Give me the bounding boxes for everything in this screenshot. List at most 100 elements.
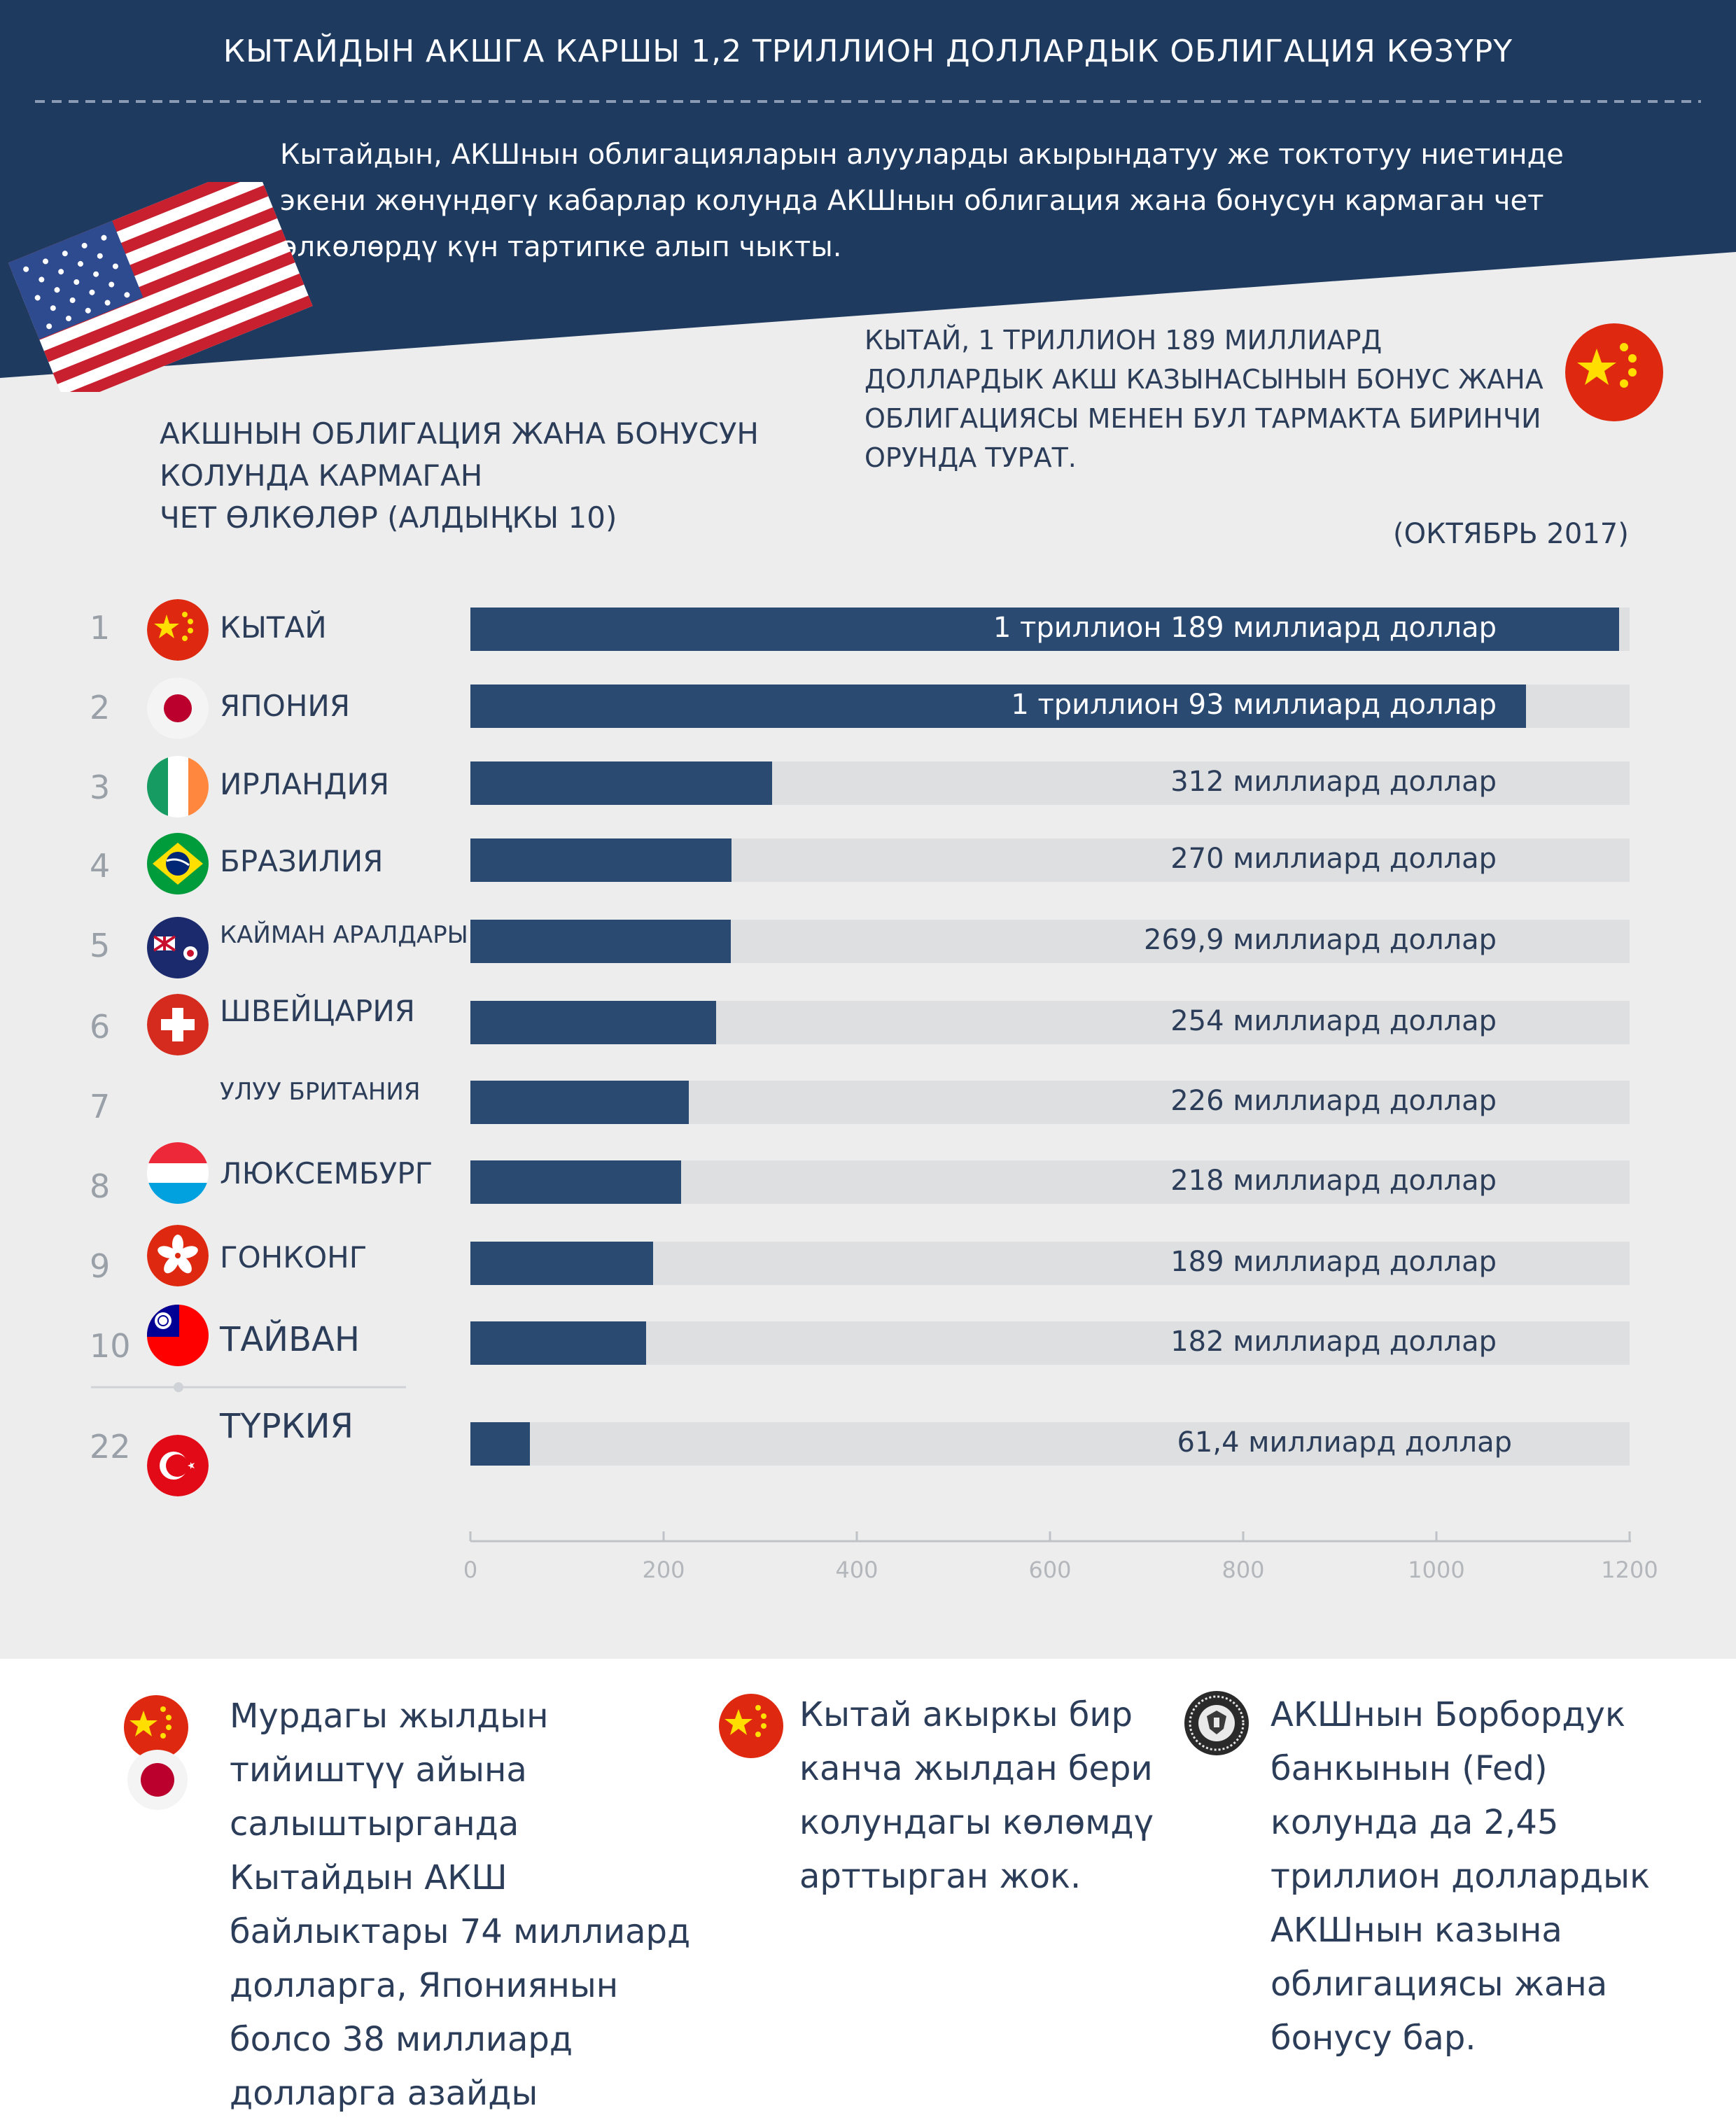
country-name: ИРЛАНДИЯ: [220, 767, 390, 801]
bar: [470, 1160, 681, 1204]
china-flag-icon: [719, 1694, 783, 1758]
country-name: ТҮРКИЯ: [220, 1407, 354, 1446]
rank-number: 7: [90, 1088, 111, 1125]
bar: [470, 1321, 647, 1365]
note-line: Кытай акыркы бир: [799, 1695, 1133, 1734]
federal-reserve-seal-icon: [1184, 1691, 1249, 1755]
bar: [470, 1081, 689, 1124]
bar: [470, 1001, 716, 1044]
bar: [470, 608, 1619, 651]
bar-track: [470, 1321, 1630, 1365]
bar-value-label: 189 миллиард доллар: [1170, 1246, 1497, 1278]
note-line: Мурдагы жылдын: [230, 1697, 549, 1736]
bar: [470, 920, 732, 963]
bar: [470, 761, 772, 805]
country-name: КАЙМАН АРАЛДАРЫ: [220, 921, 468, 949]
bar-value-label: 270 миллиард доллар: [1170, 843, 1497, 875]
date-label: (ОКТЯБРЬ 2017): [1393, 518, 1629, 550]
note-line: салыштырганда: [230, 1804, 519, 1844]
note-card-text: Кытай акыркы бир канча жылдан бери колун…: [799, 1688, 1205, 1904]
bar-track: [470, 1001, 1630, 1044]
rank-number: 9: [90, 1247, 111, 1285]
bar-value-label: 312 миллиард доллар: [1170, 766, 1497, 798]
chart-title-line: КОЛУНДА КАРМАГАН: [160, 458, 483, 493]
bar-value-label: 254 миллиард доллар: [1170, 1005, 1497, 1037]
x-axis-tick-label: 1000: [1408, 1557, 1465, 1583]
chart-title-line: ЧЕТ ӨЛКӨЛӨР (АЛДЫҢКЫ 10): [160, 500, 617, 535]
header-intro: Кытайдын, АКШнын облигацияларын алуулард…: [280, 139, 1564, 263]
bar-value-label: 1 триллион 93 миллиард доллар: [1011, 689, 1497, 721]
note-line: облигациясы жана: [1270, 1965, 1608, 2004]
rank-number: 3: [90, 768, 111, 806]
bar-value-label: 218 миллиард доллар: [1170, 1165, 1497, 1197]
note-card-text: Мурдагы жылдын тийиштүү айына салыштырга…: [230, 1690, 720, 2121]
rank-number: 6: [90, 1008, 111, 1046]
hongkong-flag-icon: [147, 1225, 209, 1286]
bar: [470, 838, 732, 882]
chart-title: АКШНЫН ОБЛИГАЦИЯ ЖАНА БОНУСУН КОЛУНДА КА…: [160, 413, 790, 539]
note-line: банкынын (Fed): [1270, 1749, 1548, 1788]
china-flag-icon: [147, 599, 209, 661]
rank-number: 10: [90, 1327, 131, 1365]
country-name: ГОНКОНГ: [220, 1240, 368, 1275]
turkey-flag-icon: [147, 1435, 209, 1496]
separator-line: [91, 1382, 406, 1392]
x-axis-tick-label: 1200: [1601, 1557, 1658, 1583]
note-line: триллион доллардык: [1270, 1857, 1651, 1896]
note-line: канча жылдан бери: [799, 1749, 1153, 1788]
country-name: ЯПОНИЯ: [220, 689, 351, 723]
rank-number: 8: [90, 1167, 111, 1205]
note-card-text: АКШнын Борбордук банкынын (Fed) колунда …: [1270, 1688, 1718, 2065]
bar-track: [470, 1422, 1630, 1466]
china-flag-icon: [124, 1695, 188, 1760]
brazil-flag-icon: [147, 833, 209, 894]
bar: [470, 685, 1527, 728]
rank-number: 22: [90, 1428, 131, 1466]
bar-track: [470, 1242, 1630, 1285]
note-line: арттырган жок.: [799, 1857, 1082, 1896]
china-flag-icon: [1565, 323, 1663, 421]
switzerland-flag-icon: [147, 994, 209, 1055]
rank-number: 5: [90, 927, 111, 964]
bar-track: [470, 608, 1630, 651]
bar-value-label: 61,4 миллиард доллар: [1177, 1426, 1512, 1459]
note-line: тийиштүү айына: [230, 1750, 527, 1790]
bar-value-label: 182 миллиард доллар: [1170, 1326, 1497, 1358]
rank-number: 2: [90, 689, 111, 726]
note-line: Кытайдын АКШ: [230, 1858, 507, 1897]
chart-title-line: АКШНЫН ОБЛИГАЦИЯ ЖАНА БОНУСУН: [160, 416, 759, 451]
bar: [470, 1242, 653, 1285]
x-axis-tick-label: 200: [642, 1557, 685, 1583]
x-axis: [469, 1531, 1631, 1543]
notes-section: [0, 1659, 1736, 2127]
x-axis-tick-label: 0: [463, 1557, 478, 1583]
ireland-flag-icon: [147, 756, 209, 817]
bar-track: [470, 838, 1630, 882]
japan-flag-icon: [147, 678, 209, 739]
country-name: ЛЮКСЕМБУРГ: [220, 1156, 433, 1191]
header-band: [0, 0, 1736, 378]
bar-value-label: 1 триллион 189 миллиард доллар: [993, 612, 1497, 644]
bar-track: [470, 920, 1630, 963]
rank-number: 1: [90, 609, 111, 647]
bar-value-label: 226 миллиард доллар: [1170, 1085, 1497, 1117]
page-title: КЫТАЙДЫН АКШГА КАРШЫ 1,2 ТРИЛЛИОН ДОЛЛАР…: [223, 34, 1513, 69]
note-line: АКШнын Борбордук: [1270, 1695, 1625, 1734]
bar-track: [470, 685, 1630, 728]
country-name: БРАЗИЛИЯ: [220, 844, 384, 878]
note-line: болсо 38 миллиард: [230, 2020, 573, 2059]
note-line: бонусу бар.: [1270, 2019, 1476, 2058]
country-name: КЫТАЙ: [220, 610, 327, 645]
note-line: долларга, Япониянын: [230, 1966, 619, 2005]
luxembourg-flag-icon: [147, 1142, 209, 1204]
bar-track: [470, 1081, 1630, 1124]
country-name: УЛУУ БРИТАНИЯ: [220, 1078, 421, 1106]
japan-flag-icon: [127, 1750, 188, 1810]
x-axis-tick-label: 800: [1222, 1557, 1265, 1583]
note-line: байлыктары 74 миллиард: [230, 1912, 691, 1951]
bar: [470, 1422, 530, 1466]
taiwan-flag-icon: [147, 1305, 209, 1366]
bar-track: [470, 1160, 1630, 1204]
cayman-flag-icon: [147, 917, 209, 978]
